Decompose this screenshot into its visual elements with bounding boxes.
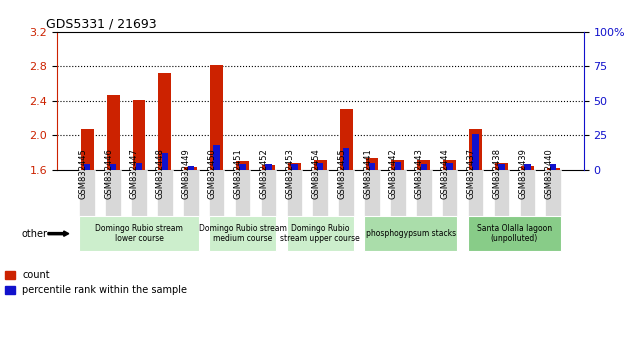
Bar — [107, 95, 120, 170]
Text: GSM832437: GSM832437 — [466, 148, 476, 199]
Text: GSM832444: GSM832444 — [440, 148, 450, 199]
Bar — [394, 162, 401, 170]
Text: GSM832449: GSM832449 — [182, 148, 191, 199]
Bar — [447, 163, 453, 170]
Bar — [521, 166, 534, 170]
Bar — [158, 73, 172, 170]
Bar — [291, 164, 298, 170]
Bar — [162, 153, 168, 170]
Text: GSM832455: GSM832455 — [337, 148, 346, 199]
Text: GSM832453: GSM832453 — [285, 148, 294, 199]
Bar — [110, 164, 116, 170]
Text: GSM832438: GSM832438 — [492, 148, 502, 199]
Text: GSM832445: GSM832445 — [78, 148, 87, 199]
Bar — [210, 65, 223, 170]
Bar — [213, 145, 220, 170]
Bar — [343, 148, 350, 170]
Legend: count, percentile rank within the sample: count, percentile rank within the sample — [5, 270, 187, 295]
Text: phosphogypsum stacks: phosphogypsum stacks — [366, 229, 456, 238]
Text: Domingo Rubio stream
lower course: Domingo Rubio stream lower course — [95, 224, 183, 243]
Bar — [473, 134, 479, 170]
Text: GSM832452: GSM832452 — [259, 148, 268, 199]
Bar — [288, 163, 301, 170]
Text: GSM832440: GSM832440 — [545, 148, 553, 199]
Bar — [498, 164, 505, 170]
Bar — [365, 158, 379, 170]
Text: GSM832448: GSM832448 — [156, 148, 165, 199]
Text: GSM832441: GSM832441 — [363, 148, 372, 199]
Bar — [550, 164, 557, 170]
Bar — [265, 164, 272, 170]
Text: Domingo Rubio
stream upper course: Domingo Rubio stream upper course — [280, 224, 360, 243]
Bar — [443, 160, 456, 170]
Bar — [133, 100, 146, 170]
Bar — [469, 129, 482, 170]
Bar — [391, 160, 404, 170]
Bar — [495, 163, 508, 170]
Text: GSM832451: GSM832451 — [233, 148, 242, 199]
Bar — [547, 168, 560, 170]
Bar — [136, 163, 142, 170]
Bar — [369, 163, 375, 170]
Bar — [236, 161, 249, 170]
Text: Santa Olalla lagoon
(unpolluted): Santa Olalla lagoon (unpolluted) — [477, 224, 552, 243]
Text: GSM832443: GSM832443 — [415, 148, 424, 199]
Text: Domingo Rubio stream
medium course: Domingo Rubio stream medium course — [199, 224, 286, 243]
Bar — [524, 164, 531, 170]
Text: GSM832446: GSM832446 — [104, 148, 113, 199]
Bar — [314, 160, 327, 170]
Bar — [84, 164, 90, 170]
Text: GSM832442: GSM832442 — [389, 148, 398, 199]
Text: GDS5331 / 21693: GDS5331 / 21693 — [46, 18, 157, 31]
Text: other: other — [21, 229, 47, 239]
Bar — [187, 166, 194, 170]
Text: GSM832450: GSM832450 — [208, 148, 216, 199]
Bar — [339, 109, 353, 170]
Bar — [317, 163, 324, 170]
Bar — [81, 129, 93, 170]
Bar — [417, 160, 430, 170]
Bar — [239, 164, 246, 170]
Bar — [420, 164, 427, 170]
Text: GSM832454: GSM832454 — [311, 148, 321, 199]
Text: GSM832447: GSM832447 — [130, 148, 139, 199]
Bar — [262, 165, 275, 170]
Bar — [184, 167, 198, 170]
Text: GSM832439: GSM832439 — [518, 148, 528, 199]
